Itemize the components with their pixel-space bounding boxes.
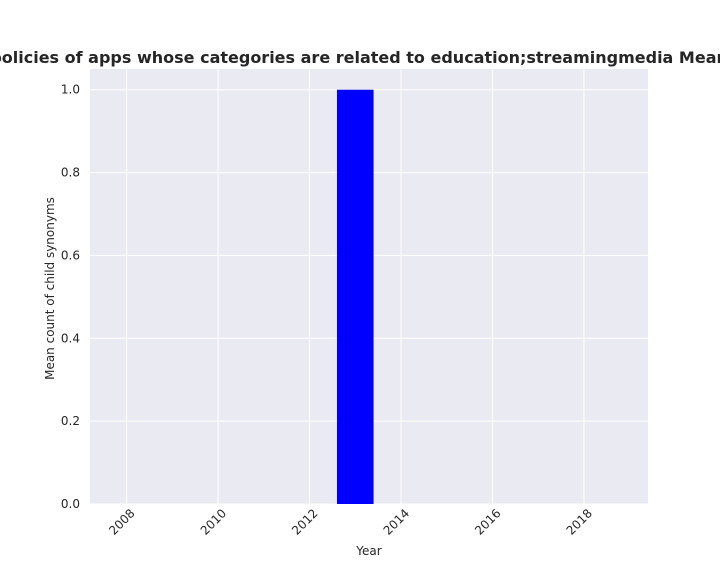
- y-axis-label: Mean count of child synonyms: [43, 197, 57, 380]
- x-tick-label: 2010: [198, 506, 229, 537]
- y-tick-label: 0.8: [61, 166, 80, 180]
- y-axis-ticks: 0.0 0.2 0.4 0.6 0.8 1.0: [61, 83, 80, 511]
- x-axis-label: Year: [355, 544, 381, 558]
- x-tick-label: 2012: [289, 506, 320, 537]
- y-tick-label: 0.6: [61, 248, 80, 262]
- bar-2013: [336, 89, 374, 504]
- y-tick-label: 0.0: [61, 497, 80, 511]
- x-tick-label: 2008: [106, 506, 137, 537]
- x-axis-ticks: 2008 2010 2012 2014 2016 2018: [106, 506, 595, 537]
- x-tick-label: 2016: [472, 506, 503, 537]
- bars: [336, 89, 374, 504]
- y-tick-label: 0.4: [61, 331, 80, 345]
- chart-title: Mean count of child synonyms in privacy …: [0, 48, 720, 67]
- x-tick-label: 2014: [381, 506, 412, 537]
- y-tick-label: 0.2: [61, 414, 80, 428]
- x-tick-label: 2018: [564, 506, 595, 537]
- y-tick-label: 1.0: [61, 83, 80, 97]
